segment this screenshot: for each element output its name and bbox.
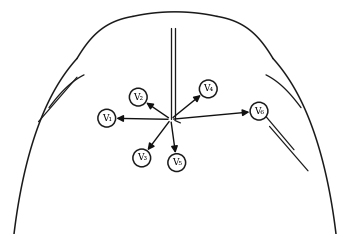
Text: V₁: V₁ bbox=[102, 114, 112, 123]
Circle shape bbox=[133, 149, 150, 167]
Text: V₄: V₄ bbox=[203, 84, 213, 93]
Text: V₆: V₆ bbox=[254, 107, 264, 116]
Text: V₂: V₂ bbox=[133, 93, 143, 102]
Circle shape bbox=[98, 109, 116, 127]
Circle shape bbox=[250, 102, 268, 120]
Text: V₃: V₃ bbox=[137, 154, 147, 162]
Text: V₅: V₅ bbox=[172, 158, 182, 167]
Circle shape bbox=[199, 80, 217, 98]
Circle shape bbox=[130, 88, 147, 106]
Circle shape bbox=[168, 154, 186, 172]
